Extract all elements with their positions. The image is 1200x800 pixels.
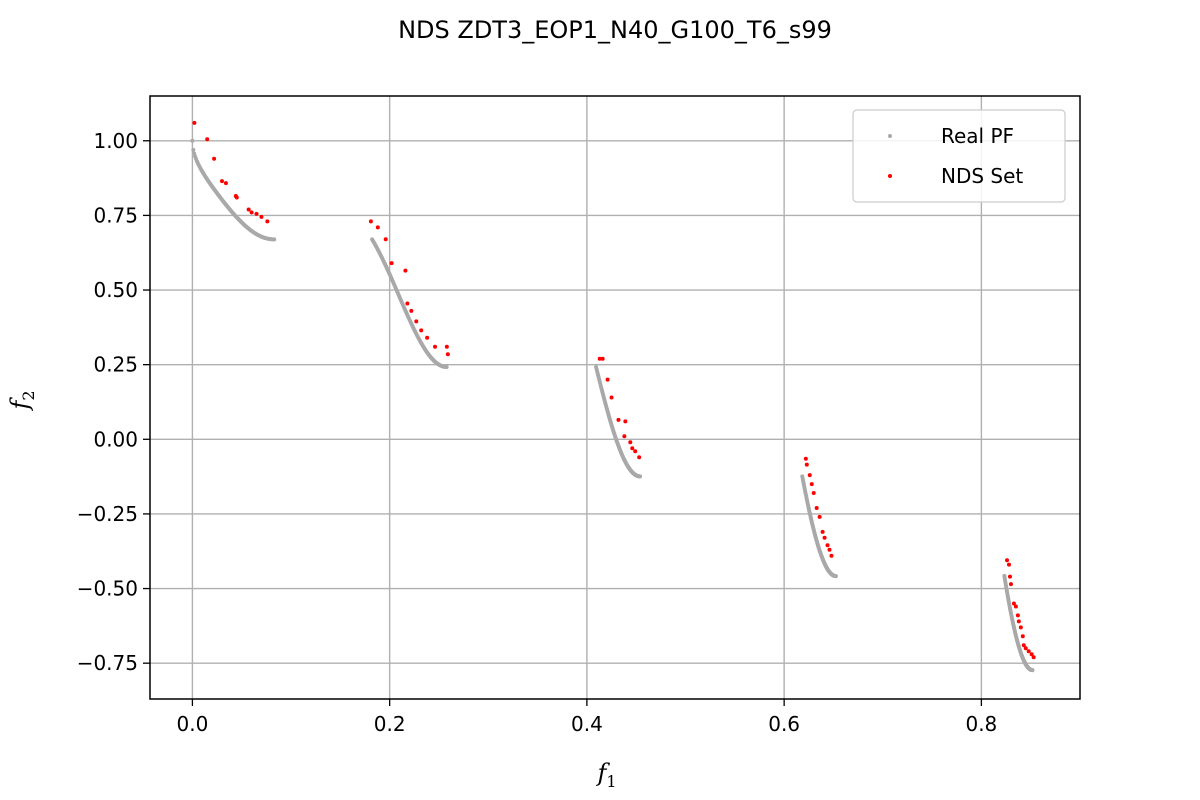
real-pf-point: [833, 574, 838, 579]
x-tick-label: 0.4: [571, 712, 603, 736]
nds-set-point: [249, 210, 254, 215]
nds-set-point: [389, 261, 394, 266]
nds-set-point: [814, 505, 819, 510]
nds-set-point: [809, 482, 814, 487]
real-pf-point: [444, 365, 449, 369]
x-tick-label: 0.6: [768, 712, 800, 736]
nds-set-point: [444, 344, 449, 349]
real-pf-point: [638, 474, 643, 479]
nds-set-series: [192, 120, 1036, 660]
nds-set-point: [1029, 652, 1034, 657]
y-tick-label: −0.75: [77, 651, 138, 675]
nds-set-point: [259, 214, 264, 219]
legend: Real PF NDS Set: [852, 109, 1066, 203]
nds-set-point: [1016, 619, 1021, 624]
y-tick-label: 0.50: [93, 278, 138, 302]
x-axis-label-subscript: 1: [606, 772, 616, 791]
real-pf-point: [190, 138, 195, 143]
nds-set-point: [234, 195, 239, 200]
nds-set-point: [409, 308, 414, 313]
legend-marker-nds-set: [888, 174, 892, 178]
nds-set-point: [1005, 558, 1010, 563]
chart-title: NDS ZDT3_EOP1_N40_G100_T6_s99: [398, 16, 832, 44]
legend-label-real-pf: Real PF: [941, 124, 1014, 148]
nds-set-point: [254, 211, 259, 216]
nds-set-point: [633, 449, 638, 454]
y-tick-label: 0.00: [93, 427, 138, 451]
real-pf-point: [1030, 668, 1035, 673]
y-axis-label: f2: [6, 390, 38, 411]
nds-set-point: [623, 419, 628, 424]
y-tick-label: 1.00: [93, 129, 138, 153]
nds-set-point: [1011, 601, 1016, 606]
y-tick-label: 0.25: [93, 353, 138, 377]
nds-set-point: [622, 434, 627, 439]
nds-set-point: [375, 225, 380, 230]
real-pf-series: [190, 138, 1035, 673]
nds-set-point: [1020, 634, 1025, 639]
nds-set-point: [219, 179, 224, 184]
nds-set-point: [825, 543, 830, 548]
nds-set-point: [425, 335, 430, 340]
nds-set-point: [1015, 613, 1020, 618]
nds-set-point: [630, 446, 635, 451]
nds-set-point: [820, 529, 825, 534]
nds-set-point: [817, 514, 822, 519]
nds-set-point: [822, 535, 827, 540]
real-pf-point: [191, 147, 196, 152]
x-tick-label: 0.8: [965, 712, 997, 736]
nds-set-point: [205, 137, 210, 142]
nds-set-point: [628, 440, 633, 445]
x-axis: 0.0 0.2 0.4 0.6 0.8: [177, 699, 997, 736]
plot-frame: [149, 95, 1081, 700]
nds-set-point: [616, 417, 621, 422]
nds-set-point: [403, 268, 408, 273]
nds-set-point: [829, 553, 834, 558]
nds-set-point: [445, 352, 450, 357]
real-pf-point: [272, 237, 277, 242]
x-axis-label: f1: [595, 759, 616, 791]
nds-set-point: [383, 237, 388, 242]
nds-set-point: [246, 207, 251, 212]
y-axis-label-subscript: 2: [19, 390, 38, 400]
x-tick-label: 0.0: [177, 712, 209, 736]
y-tick-label: −0.25: [77, 502, 138, 526]
nds-set-point: [433, 344, 438, 349]
nds-set-point: [1026, 649, 1031, 654]
nds-set-point: [419, 328, 424, 333]
legend-box: [852, 109, 1066, 203]
nds-set-point: [212, 156, 217, 161]
nds-set-point: [368, 219, 373, 224]
y-tick-label: 0.75: [93, 203, 138, 227]
nds-set-point: [637, 455, 642, 460]
nds-set-point: [192, 120, 197, 125]
legend-marker-real-pf: [888, 134, 892, 138]
nds-set-point: [1023, 646, 1028, 651]
y-tick-label: −0.50: [77, 577, 138, 601]
nds-set-point: [223, 181, 228, 186]
nds-set-point: [1007, 574, 1012, 579]
nds-set-point: [605, 377, 610, 382]
nds-set-point: [600, 356, 605, 361]
nds-set-point: [597, 356, 602, 361]
nds-set-point: [1006, 562, 1011, 567]
nds-set-point: [804, 462, 809, 467]
nds-set-point: [1018, 625, 1023, 630]
nds-set-point: [1008, 582, 1013, 587]
x-tick-label: 0.2: [374, 712, 406, 736]
nds-set-point: [265, 219, 270, 224]
nds-set-point: [405, 301, 410, 306]
y-axis: −0.75 −0.50 −0.25 0.00 0.25 0.50 0.75 1.00: [77, 129, 150, 675]
nds-set-point: [609, 395, 614, 400]
nds-set-point: [807, 473, 812, 478]
nds-set-point: [811, 491, 816, 496]
nds-set-point: [414, 319, 419, 324]
legend-label-nds-set: NDS Set: [941, 164, 1023, 188]
nds-set-point: [803, 456, 808, 461]
nds-set-point: [827, 547, 832, 552]
nds-set-point: [1021, 643, 1026, 648]
nds-set-point: [1031, 655, 1036, 660]
nds-set-point: [1013, 604, 1018, 609]
